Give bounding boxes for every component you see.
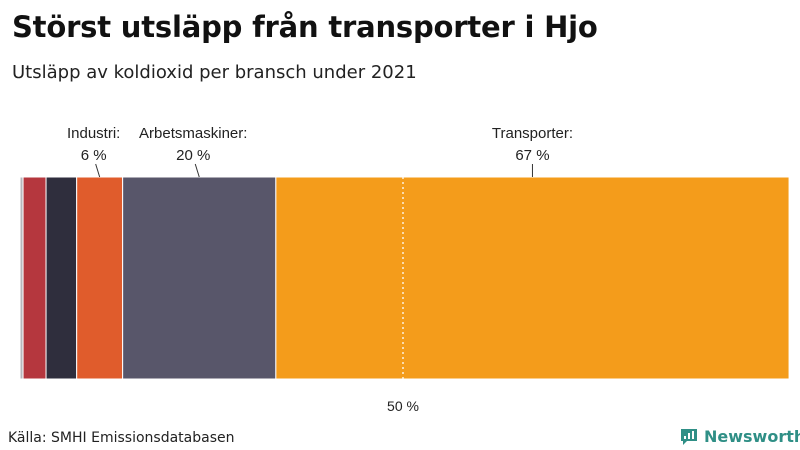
brand-logo: Newsworthy [680, 427, 800, 446]
chart-title: Störst utsläpp från transporter i Hjo [12, 10, 598, 44]
newsworthy-logo-icon [681, 428, 697, 445]
brand-name: Newsworthy [704, 427, 800, 446]
bar-segment-2 [45, 176, 78, 380]
segment-value-label-4: 20 % [176, 147, 210, 164]
bar-segment-5 [275, 176, 790, 380]
segment-label-3: Industri: [67, 125, 120, 142]
segment-value-label-3: 6 % [81, 147, 107, 164]
midpoint-marker-label: 50 % [387, 398, 419, 414]
bar-segment-3 [76, 176, 124, 380]
chart-subtitle: Utsläpp av koldioxid per bransch under 2… [12, 62, 417, 83]
bar-segment-4 [122, 176, 277, 380]
segment-label-5: Transporter: [492, 125, 573, 142]
bar-segment-1 [22, 176, 47, 380]
segment-value-label-5: 67 % [515, 147, 549, 164]
source-note: Källa: SMHI Emissionsdatabasen [8, 430, 235, 446]
segment-leader-line-3 [95, 163, 101, 178]
segment-leader-line-4 [194, 163, 200, 178]
segment-label-4: Arbetsmaskiner: [139, 125, 247, 142]
